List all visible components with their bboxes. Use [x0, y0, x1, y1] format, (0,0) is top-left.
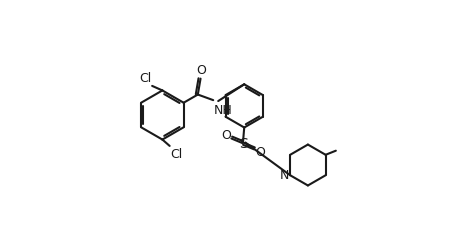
Text: S: S	[239, 136, 248, 150]
Text: O: O	[256, 146, 265, 158]
Text: O: O	[221, 128, 231, 141]
Text: NH: NH	[214, 103, 233, 116]
Text: Cl: Cl	[139, 72, 152, 85]
Text: O: O	[197, 64, 206, 76]
Text: N: N	[279, 168, 289, 181]
Text: Cl: Cl	[170, 148, 183, 161]
